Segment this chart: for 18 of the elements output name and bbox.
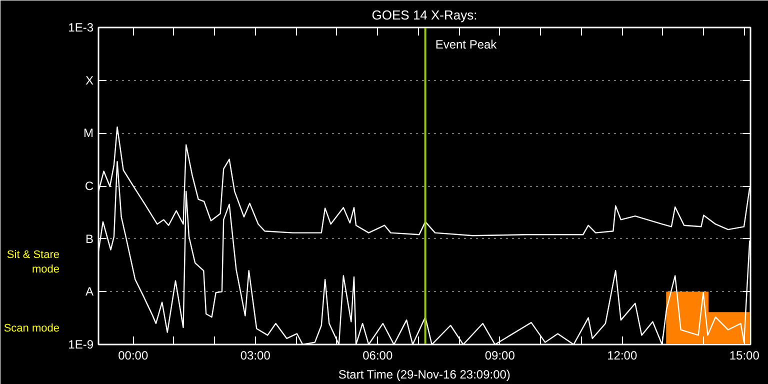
- chart-title: GOES 14 X-Rays:: [372, 8, 478, 22]
- x-tick-label: 15:00: [729, 348, 760, 362]
- text: Sit & Stare mode: [6, 248, 60, 276]
- y-tick-label: M: [84, 126, 94, 140]
- y-tick-label: 1E-9: [68, 338, 94, 352]
- y-tick-label: B: [85, 232, 94, 246]
- text: Scan mode: [4, 322, 60, 335]
- y-tick-label: X: [85, 73, 94, 88]
- x-tick-label: 00:00: [118, 348, 148, 362]
- x-tick-label: 03:00: [240, 348, 271, 362]
- x-tick-label: 09:00: [484, 348, 516, 362]
- y-tick-label: 1E-3: [68, 20, 94, 34]
- ref-line-label: Event Peak: [435, 38, 498, 52]
- x-axis-title: Start Time (29-Nov-16 23:09:00): [338, 368, 510, 382]
- x-tick-label: 12:00: [607, 348, 638, 362]
- x-tick-label: 06:00: [362, 348, 393, 362]
- y-tick-label: C: [84, 179, 94, 193]
- y-tick-label: A: [85, 284, 94, 299]
